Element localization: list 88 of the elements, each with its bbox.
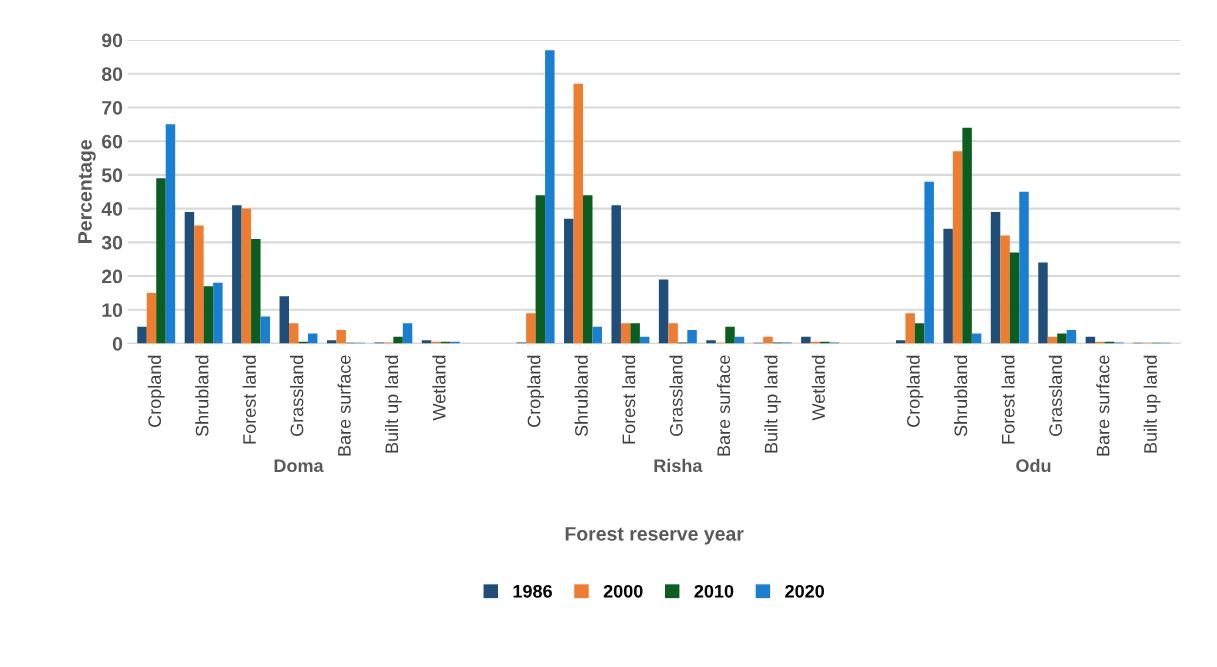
y-tick-label: 90 [101,33,123,48]
bar [526,313,536,344]
bar [1000,235,1010,344]
bar [630,323,640,344]
text: Odu [1016,458,1051,473]
bar [184,211,195,344]
bar [962,127,972,344]
x-axis-title: Forest reserve year [565,527,744,545]
y-tick-label: 40 [101,202,123,216]
y-axis-title: Percentage [78,140,96,243]
bar [592,326,602,344]
bar [1038,262,1048,344]
bar [137,326,147,344]
bar [914,323,925,344]
bar [725,326,735,344]
x-tick-label: Cropland [527,355,545,427]
bar [564,218,574,344]
x-tick-label: Bare surface [337,355,351,456]
x-tick-label: Forest land [622,355,636,444]
y-tick-label: 60 [102,134,123,149]
y-tick-label: 70 [102,100,123,115]
x-tick-label: Bare surface [716,355,731,456]
bar [1066,330,1077,344]
y-tick-label: 0 [112,336,123,351]
x-tick-label: Built up land [764,355,782,453]
bar [241,208,252,344]
bar [971,333,982,344]
bar [763,336,773,344]
bar [194,225,204,344]
y-tick-label: 80 [101,67,123,81]
x-tick-label: Wetland [811,355,825,421]
bar [943,228,953,344]
bar [658,279,669,344]
x-tick-label: Cropland [147,355,165,427]
legend-label: 1986 [513,584,552,598]
bar [1057,333,1067,344]
y-tick-label: 50 [101,168,123,183]
bar [165,124,176,344]
x-tick-label: Grassland [290,355,304,436]
y-tick-label: 30 [101,235,123,250]
x-tick-label: Grassland [669,355,683,436]
bar [706,340,716,344]
bar [393,336,403,344]
bar [279,296,290,344]
x-tick-label: Shrubland [195,355,209,437]
x-tick-label: Built up land [1143,355,1161,453]
bar [260,316,271,344]
bar [924,181,934,344]
bar [990,211,1001,344]
bar [146,292,157,344]
text: Risha [654,458,703,473]
bar [251,238,261,344]
bar [336,330,346,344]
bar [1009,252,1020,344]
bar [402,323,413,344]
bar [620,323,631,344]
bar [583,195,593,344]
bar [687,330,697,344]
x-tick-label: Shrubland [574,355,588,437]
bar [905,313,915,344]
bar [307,333,318,344]
legend-label: 2010 [694,584,734,598]
bar [573,83,584,344]
bar [213,282,223,344]
text: Doma [274,459,324,473]
x-tick-label: Forest land [242,355,256,444]
bar [545,50,555,344]
bar [203,286,214,344]
legend-label: 2000 [603,584,643,598]
x-tick-label: Wetland [432,355,446,421]
bar [801,336,811,344]
legend-label: 2020 [785,584,824,598]
y-tick-label: 10 [102,303,123,318]
bar [289,323,299,344]
bar [952,151,963,344]
bar [1019,191,1029,344]
bar [535,195,546,344]
x-tick-label: Built up land [384,355,402,453]
x-tick-label: Cropland [906,355,924,427]
bar [668,323,678,344]
bar [156,178,166,344]
x-tick-label: Forest land [1001,355,1015,444]
bar [232,205,242,344]
bar [611,205,621,344]
x-tick-label: Shrubland [953,355,968,437]
x-tick-label: Bare surface [1096,355,1110,456]
x-tick-label: Grassland [1048,355,1063,436]
y-tick-label: 20 [101,269,123,284]
